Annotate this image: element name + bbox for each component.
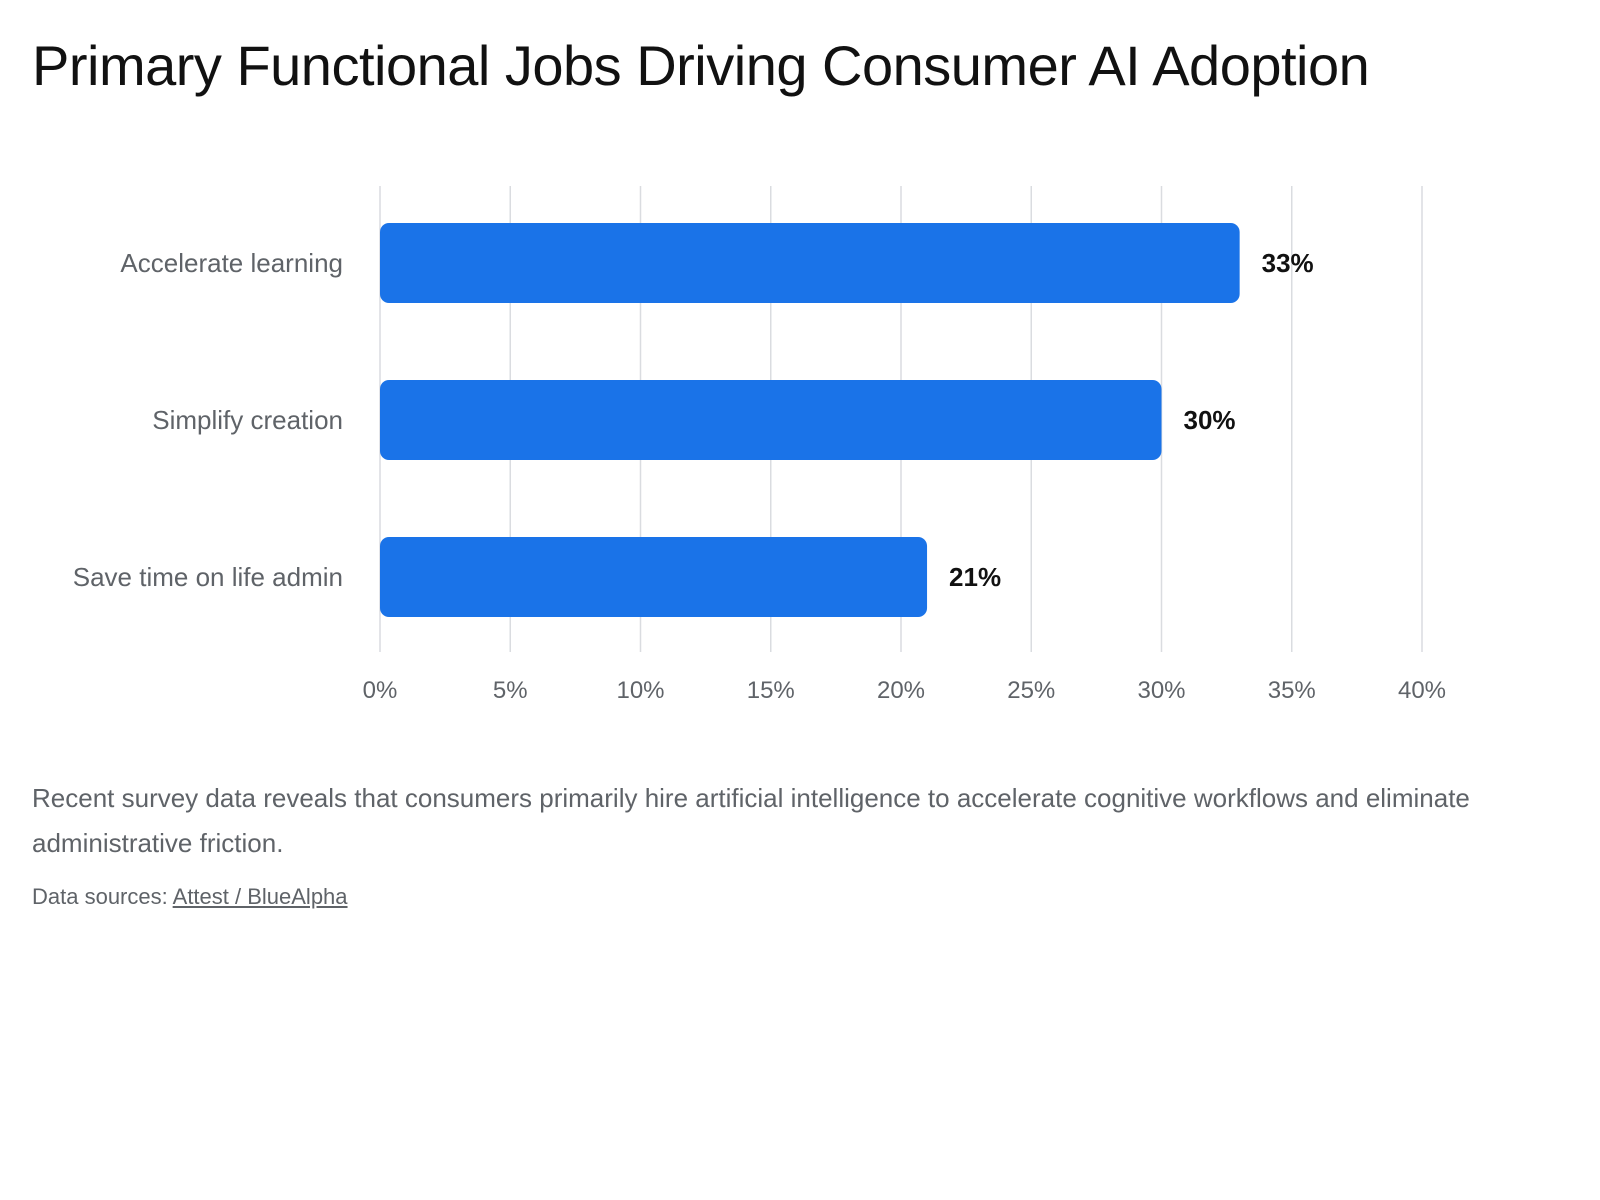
bar (380, 537, 928, 617)
category-label: Accelerate learning (120, 248, 343, 278)
bar-chart: Accelerate learning Simplify creation Save… (73, 186, 1446, 704)
category-labels: Accelerate learning Simplify creation Save… (73, 248, 343, 592)
x-tick-label: 15% (747, 677, 795, 704)
x-axis-tick-labels: 0% 5% 10% 15% 20% 25% 30% 35% 40% (363, 677, 1446, 704)
x-tick-label: 5% (493, 677, 528, 704)
data-label: 21% (949, 562, 1001, 592)
category-label: Simplify creation (152, 405, 343, 435)
value-labels: 33% 30% 21% (949, 248, 1314, 592)
x-tick-label: 40% (1398, 677, 1446, 704)
bar (380, 380, 1162, 460)
x-tick-label: 25% (1007, 677, 1055, 704)
bar (380, 223, 1240, 303)
data-label: 33% (1262, 248, 1314, 278)
category-label: Save time on life admin (73, 562, 343, 592)
chart-description: Recent survey data reveals that consumer… (32, 783, 1470, 858)
bars (380, 223, 1240, 617)
x-tick-label: 20% (877, 677, 925, 704)
data-sources-link[interactable]: Attest / BlueAlpha (172, 884, 348, 909)
x-tick-label: 35% (1268, 677, 1316, 704)
data-label: 30% (1184, 405, 1236, 435)
x-tick-label: 30% (1137, 677, 1185, 704)
x-tick-label: 0% (363, 677, 398, 704)
chart-title: Primary Functional Jobs Driving Consumer… (32, 34, 1370, 97)
data-sources-label: Data sources: (32, 884, 168, 909)
x-tick-label: 10% (616, 677, 664, 704)
data-sources: Data sources: Attest / BlueAlpha (32, 882, 348, 912)
